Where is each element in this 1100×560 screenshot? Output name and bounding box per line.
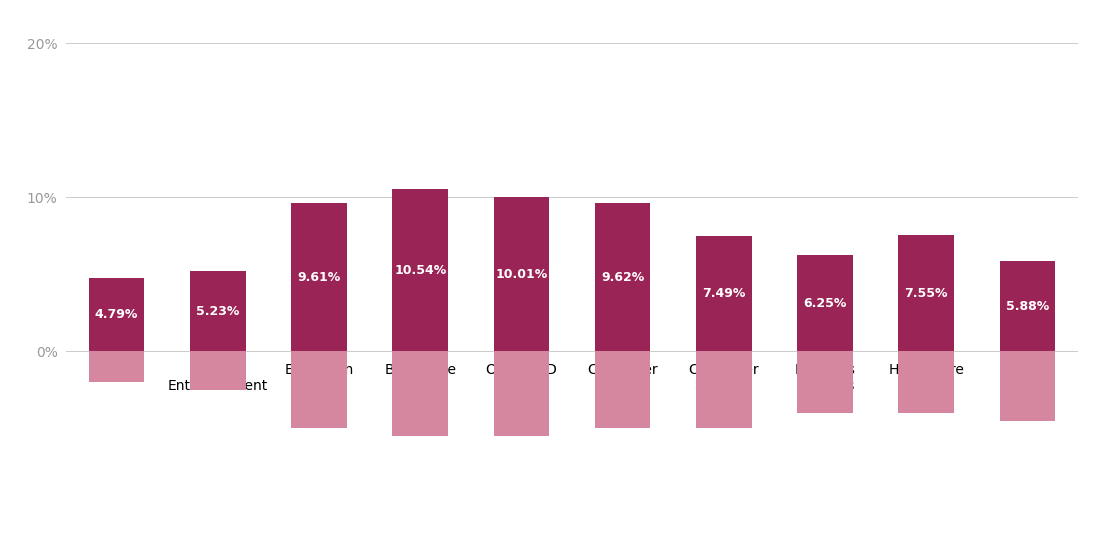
Text: 7.55%: 7.55% xyxy=(904,287,948,300)
Text: 10.54%: 10.54% xyxy=(394,264,447,277)
Text: 9.62%: 9.62% xyxy=(601,271,645,284)
Bar xyxy=(798,255,852,352)
Bar xyxy=(798,352,852,413)
Bar xyxy=(899,352,954,413)
Bar xyxy=(292,352,346,428)
Bar xyxy=(494,197,549,352)
Bar xyxy=(1000,352,1055,421)
Bar xyxy=(190,271,245,352)
Text: 4.79%: 4.79% xyxy=(95,308,139,321)
Bar xyxy=(190,352,245,390)
Bar xyxy=(89,278,144,352)
Text: 5.88%: 5.88% xyxy=(1005,300,1049,312)
Text: 6.25%: 6.25% xyxy=(803,297,847,310)
Text: 9.61%: 9.61% xyxy=(297,271,341,284)
Bar xyxy=(393,352,448,436)
Bar xyxy=(899,235,954,352)
Text: 10.01%: 10.01% xyxy=(495,268,548,281)
Bar xyxy=(595,203,650,352)
Bar xyxy=(696,236,751,352)
Text: 5.23%: 5.23% xyxy=(196,305,240,318)
Bar xyxy=(292,203,346,352)
Bar xyxy=(89,352,144,382)
Bar xyxy=(696,352,751,428)
Text: 7.49%: 7.49% xyxy=(702,287,746,300)
Bar xyxy=(393,189,448,352)
Bar xyxy=(1000,261,1055,352)
Bar xyxy=(494,352,549,436)
Bar xyxy=(595,352,650,428)
